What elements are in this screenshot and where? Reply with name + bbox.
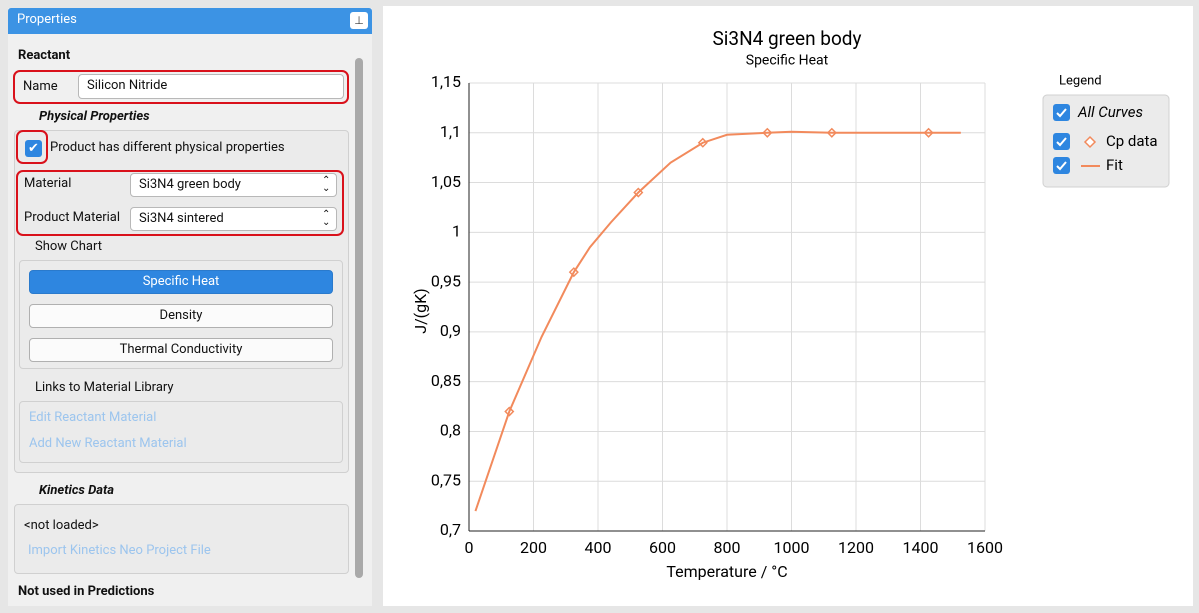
checkbox[interactable]: ✔ xyxy=(25,140,42,157)
legend-marker xyxy=(1083,135,1097,149)
legend-box xyxy=(1042,94,1170,188)
check-mark xyxy=(1056,137,1067,147)
x-tick-label: 1200 xyxy=(838,538,874,557)
check-mark xyxy=(1056,161,1067,171)
y-tick-label: 0,8 xyxy=(440,421,461,440)
group-box xyxy=(14,504,349,574)
chart-button[interactable]: Density xyxy=(29,304,333,328)
highlight xyxy=(16,130,48,164)
x-tick-label: 800 xyxy=(714,538,741,557)
pin-button[interactable]: ⊥ xyxy=(350,12,368,29)
legend-label: Cp data xyxy=(1106,132,1158,150)
y-axis-label: J/(gK) xyxy=(411,288,430,334)
y-tick-label: 0,95 xyxy=(431,271,461,290)
status-text: <not loaded> xyxy=(24,518,99,533)
y-tick-label: 0,75 xyxy=(431,470,461,489)
section-title: Not used in Predictions xyxy=(18,584,155,599)
y-tick-label: 1,05 xyxy=(431,172,461,191)
section-title: Physical Properties xyxy=(39,109,150,124)
legend-title: Legend xyxy=(1059,73,1102,88)
field-label: Name xyxy=(23,79,58,94)
line xyxy=(474,130,961,512)
material-select[interactable]: Si3N4 green body xyxy=(130,173,337,197)
link[interactable]: Edit Reactant Material xyxy=(29,410,157,425)
panel-header xyxy=(8,8,372,34)
product-material-select[interactable]: Si3N4 sintered xyxy=(130,207,337,231)
chart-subtitle: Specific Heat xyxy=(746,53,829,69)
x-tick-label: 1400 xyxy=(903,538,939,557)
section-title: Reactant xyxy=(18,48,71,63)
chart-button[interactable]: Specific Heat xyxy=(29,270,333,294)
name-input[interactable]: Silicon Nitride xyxy=(78,74,344,99)
legend-checkbox[interactable] xyxy=(1053,104,1070,121)
scrollbar[interactable] xyxy=(355,58,363,578)
x-tick-label: 0 xyxy=(465,538,474,557)
section-label: Show Chart xyxy=(35,239,102,254)
x-axis-label: Temperature / °C xyxy=(666,562,787,581)
highlight xyxy=(16,170,344,236)
y-tick-label: 1,15 xyxy=(431,72,461,91)
chart-title: Si3N4 green body xyxy=(712,27,861,50)
legend-label: Fit xyxy=(1106,156,1123,174)
x-tick-label: 600 xyxy=(649,538,676,557)
x-tick-label: 400 xyxy=(585,538,612,557)
x-tick-label: 1600 xyxy=(967,538,1003,557)
y-tick-label: 0,7 xyxy=(440,520,461,539)
field-label: Product Material xyxy=(24,210,121,225)
legend-checkbox[interactable] xyxy=(1053,157,1070,174)
y-tick-label: 1,1 xyxy=(440,122,461,141)
y-tick-label: 0,85 xyxy=(431,371,461,390)
panel-title: Properties xyxy=(17,12,77,27)
check-mark xyxy=(1056,108,1067,118)
x-tick-label: 200 xyxy=(520,538,547,557)
chart-button[interactable]: Thermal Conductivity xyxy=(29,338,333,362)
legend-checkbox[interactable] xyxy=(1053,133,1070,150)
group-box xyxy=(19,401,343,463)
section-title: Kinetics Data xyxy=(39,483,115,498)
y-tick-label: 1 xyxy=(452,222,461,241)
chart: Si3N4 green body Specific Heat Temperatu… xyxy=(383,6,1193,606)
x-tick-label: 1000 xyxy=(774,538,810,557)
link[interactable]: Add New Reactant Material xyxy=(29,436,187,451)
checkbox-label: Product has different physical propertie… xyxy=(50,140,285,155)
field-label: Material xyxy=(24,176,72,191)
section-label: Links to Material Library xyxy=(35,380,174,395)
select-arrows: ⌃ ⌄ xyxy=(322,175,331,194)
link[interactable]: Import Kinetics Neo Project File xyxy=(28,543,211,558)
legend-label: All Curves xyxy=(1077,103,1143,121)
select-arrows: ⌃ ⌄ xyxy=(322,209,331,228)
highlight xyxy=(13,70,349,104)
y-tick-label: 0,9 xyxy=(440,321,461,340)
